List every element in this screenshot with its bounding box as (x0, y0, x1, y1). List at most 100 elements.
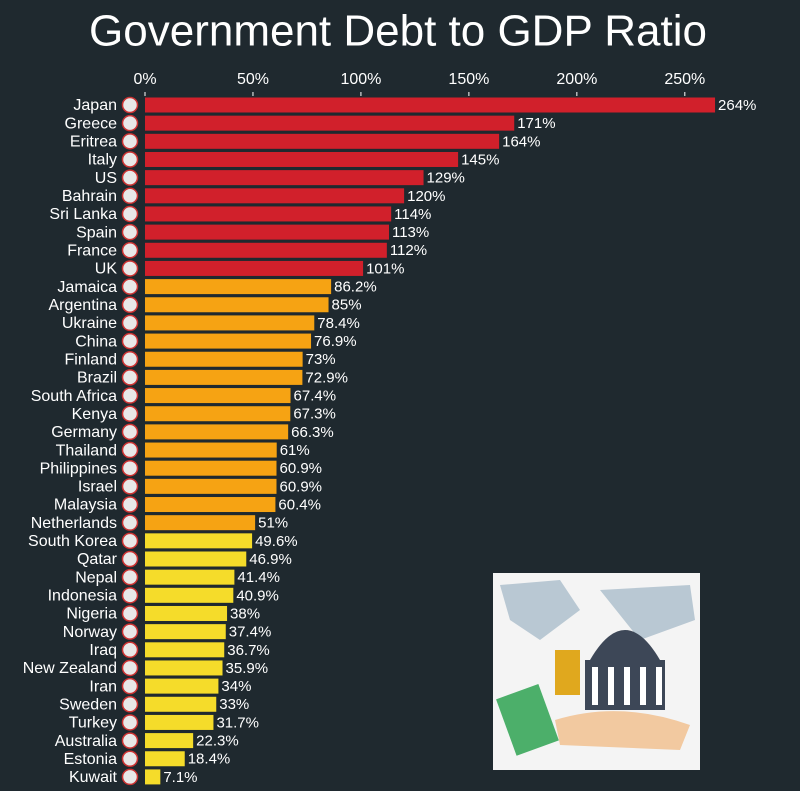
bar (145, 624, 226, 640)
bar (145, 97, 716, 113)
flag-icon (121, 714, 139, 731)
y-tick-label: Spain (76, 224, 117, 241)
y-tick-label: Italy (88, 152, 117, 169)
y-tick-label: Sweden (59, 696, 117, 713)
value-label: 61% (280, 442, 310, 459)
y-tick-label: China (75, 333, 117, 350)
value-label: 31.7% (216, 714, 259, 731)
column (640, 667, 646, 705)
y-tick-label: Thailand (56, 442, 117, 459)
value-label: 40.9% (236, 587, 279, 604)
y-tick-label: UK (95, 261, 118, 278)
bar (145, 315, 315, 331)
flag-icon (121, 260, 139, 277)
bar (145, 605, 228, 621)
y-tick-label: Netherlands (31, 515, 117, 532)
bar (145, 297, 329, 313)
y-tick-label: Kenya (72, 406, 117, 423)
flag-icon (121, 96, 139, 114)
flag-icon (121, 496, 139, 513)
y-tick-label: Kuwait (69, 769, 118, 786)
flag-icon (121, 114, 139, 132)
value-label: 129% (427, 170, 465, 187)
value-label: 38% (230, 605, 260, 622)
bar (145, 151, 459, 167)
y-tick-label: Greece (65, 115, 118, 132)
bar (145, 388, 291, 404)
flag-icon (121, 187, 139, 205)
hand (555, 711, 690, 750)
value-label: 66.3% (291, 424, 334, 441)
bar (145, 333, 312, 349)
bar (145, 533, 253, 549)
flag-icon (121, 550, 139, 568)
flag-icon (121, 677, 139, 695)
y-tick-label: Philippines (40, 460, 117, 477)
flag-icon (121, 514, 139, 531)
y-tick-label: Jamaica (57, 279, 117, 296)
value-label: 264% (718, 97, 756, 114)
value-label: 60.9% (279, 460, 322, 477)
y-tick-label: South Africa (31, 388, 117, 405)
x-tick-label: 250% (664, 71, 705, 88)
bar (145, 714, 214, 730)
flag-icon (121, 696, 139, 713)
value-label: 145% (461, 151, 499, 168)
value-label: 73% (306, 351, 336, 368)
flag-icon (121, 242, 139, 259)
dome (590, 630, 660, 660)
value-label: 72.9% (305, 369, 348, 386)
y-tick-label: Turkey (69, 715, 117, 732)
bar (145, 242, 387, 258)
value-label: 112% (390, 242, 427, 259)
bar (145, 660, 223, 676)
bar (145, 188, 405, 204)
bar (145, 497, 276, 513)
y-tick-label: Brazil (77, 370, 117, 387)
scale (555, 650, 580, 695)
bar (145, 587, 234, 603)
bar (145, 133, 500, 149)
bar (145, 642, 225, 658)
flag-icon (121, 732, 139, 749)
column (656, 667, 662, 705)
value-label: 113% (392, 224, 429, 241)
flag-icon (121, 332, 139, 350)
value-label: 164% (502, 133, 540, 150)
map-shape (500, 580, 695, 640)
value-label: 171% (517, 115, 555, 132)
bar (145, 260, 364, 276)
bar (145, 206, 392, 222)
y-tick-label: Norway (63, 624, 117, 641)
value-label: 85% (332, 297, 362, 314)
y-tick-label: Nepal (75, 569, 117, 586)
y-tick-label: Israel (78, 479, 117, 496)
value-label: 41.4% (237, 569, 280, 586)
y-tick-label: Ukraine (62, 315, 117, 332)
bar (145, 406, 291, 422)
y-tick-label: Nigeria (66, 606, 117, 623)
x-tick-label: 150% (448, 71, 489, 88)
flag-icon (121, 441, 139, 459)
y-tick-label: France (67, 242, 117, 259)
bar (145, 460, 277, 476)
y-tick-label: Japan (73, 97, 117, 114)
bar (145, 279, 332, 295)
y-tick-label: Argentina (49, 297, 118, 314)
x-tick-label: 100% (340, 71, 381, 88)
flag-icon (121, 605, 139, 622)
flag-icon (121, 568, 139, 586)
flag-icon (121, 768, 139, 786)
value-label: 33% (219, 696, 249, 713)
y-tick-label: Australia (55, 733, 117, 750)
bar (145, 170, 424, 186)
value-label: 35.9% (226, 660, 269, 677)
flag-icon (121, 659, 139, 677)
y-tick-label: South Korea (28, 533, 117, 550)
bar (145, 696, 217, 712)
flag-icon (121, 278, 139, 295)
bar (145, 551, 247, 567)
y-tick-label: Bahrain (62, 188, 117, 205)
